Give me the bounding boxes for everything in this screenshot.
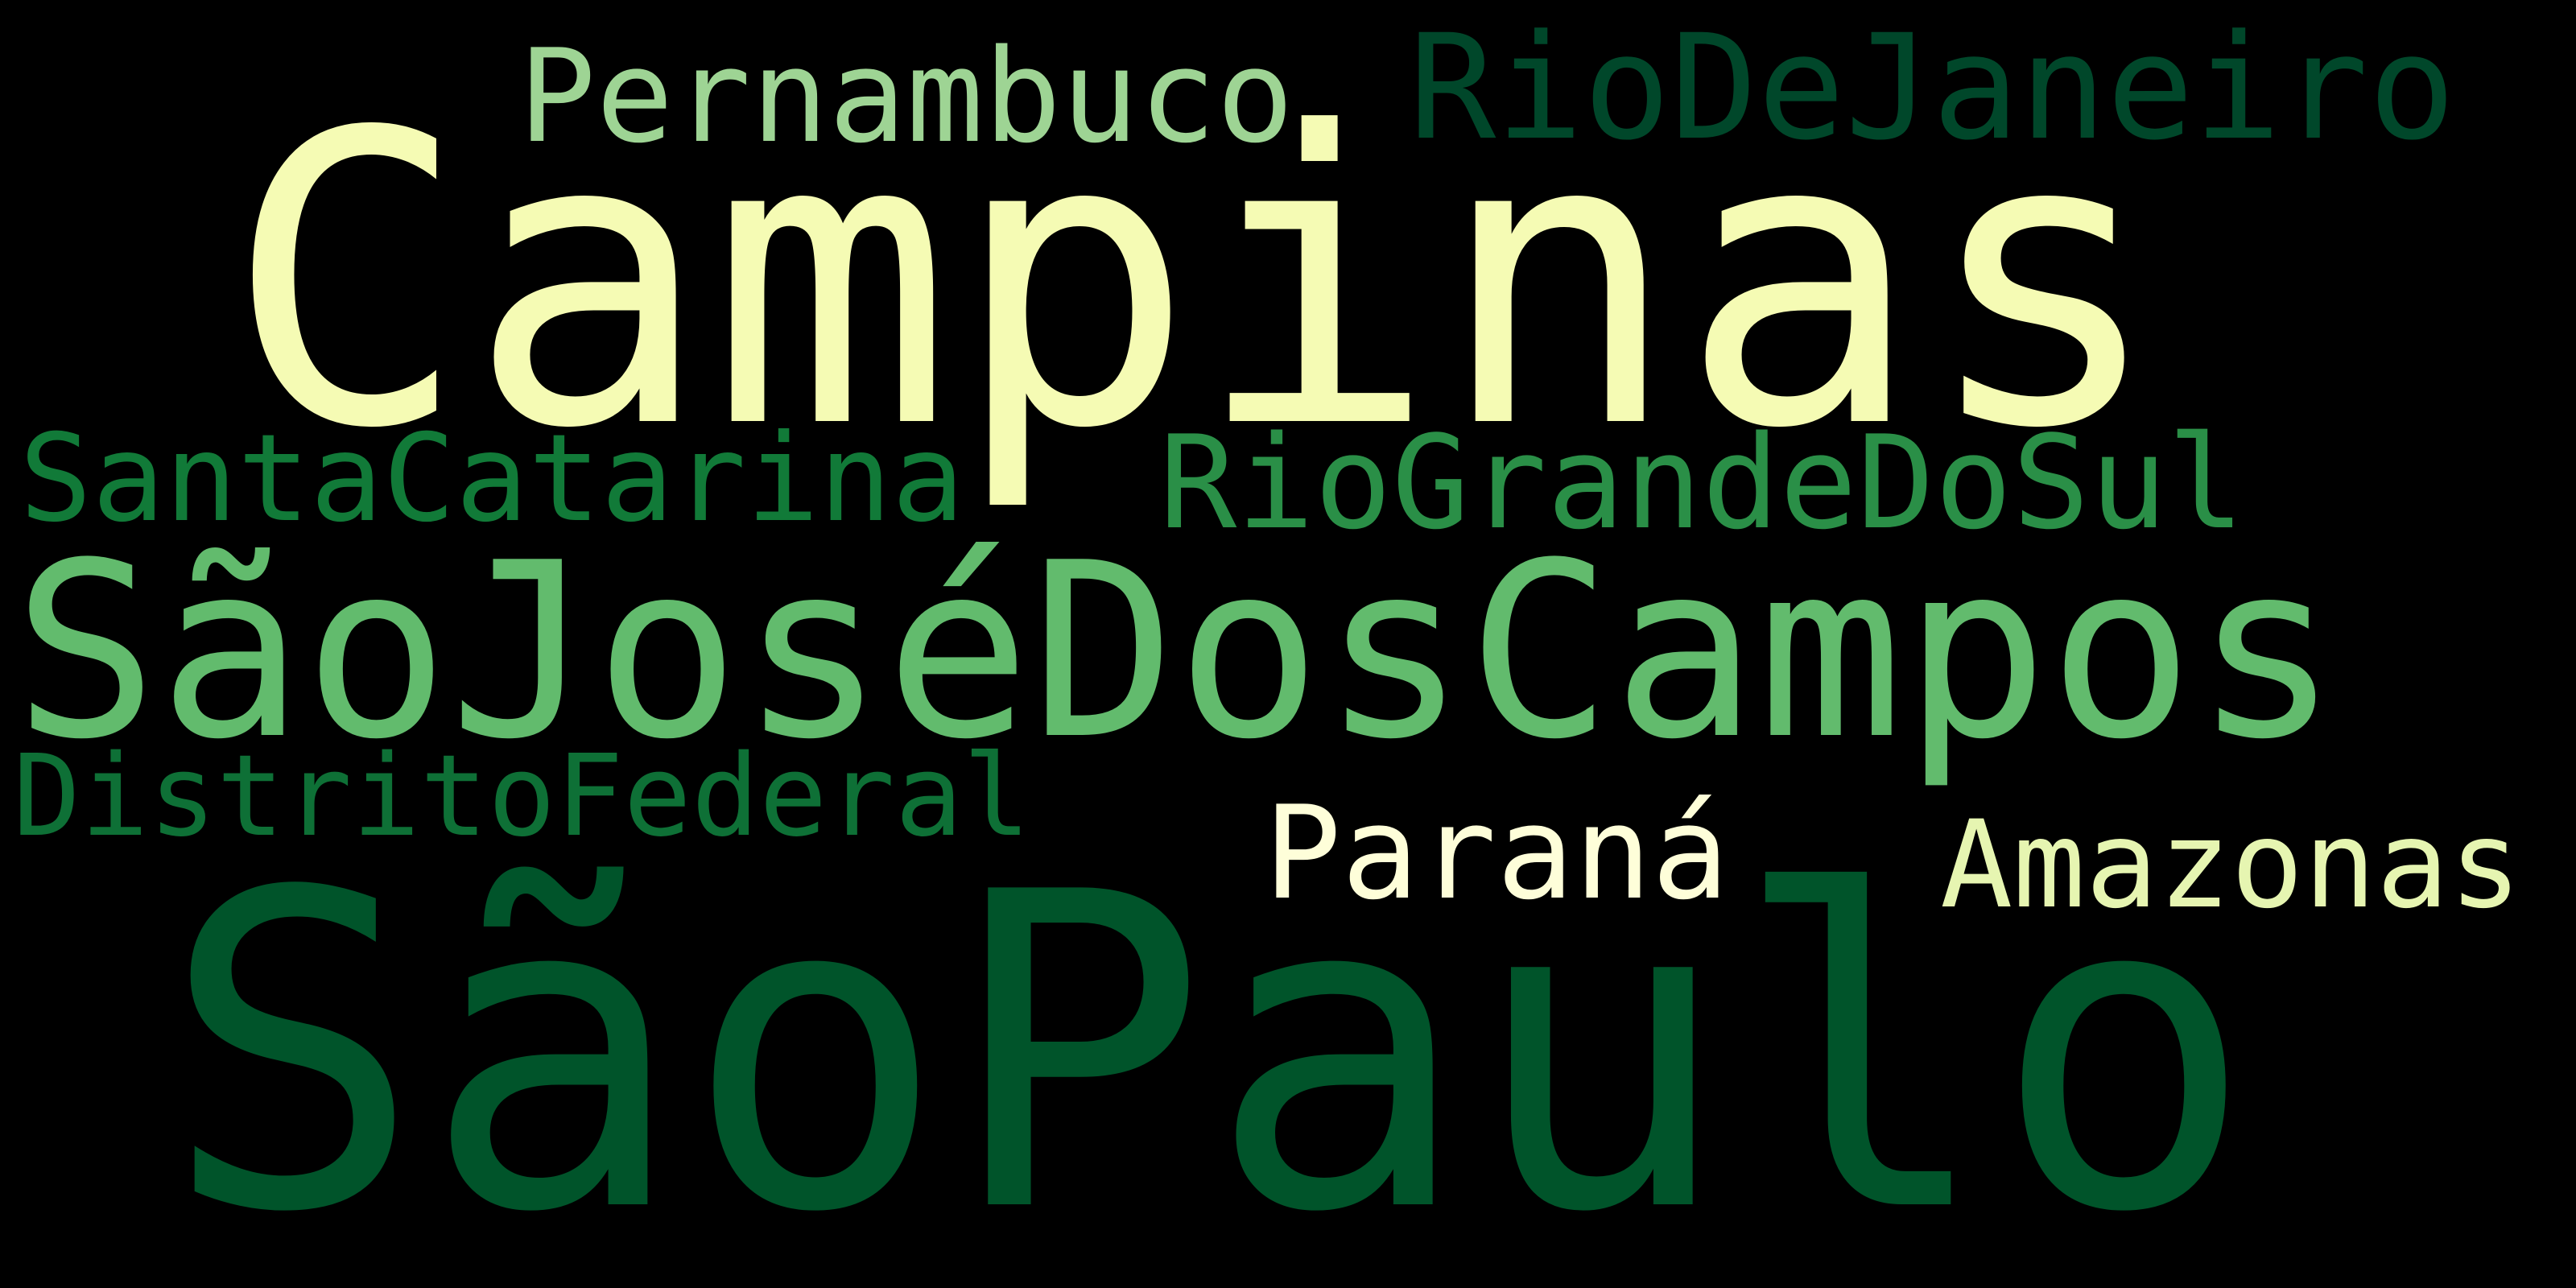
word-parana: Paraná — [1264, 778, 1729, 928]
word-rio-grande-do-sul: RioGrandeDoSul — [1159, 407, 2245, 558]
word-santa-catarina: SantaCatarina — [19, 409, 964, 549]
word-sao-jose-dos-campos: SãoJoséDosCampos — [13, 511, 2339, 792]
word-campinas: Campinas — [225, 47, 2165, 516]
word-distrito-federal: DistritoFederal — [13, 731, 1031, 862]
word-rio-de-janeiro: RioDeJaneiro — [1409, 4, 2456, 172]
word-sao-paulo: SãoPaulo — [161, 802, 2255, 1288]
word-pernambuco: Pernambuco — [518, 21, 1294, 171]
word-amazonas: Amazonas — [1940, 795, 2522, 935]
